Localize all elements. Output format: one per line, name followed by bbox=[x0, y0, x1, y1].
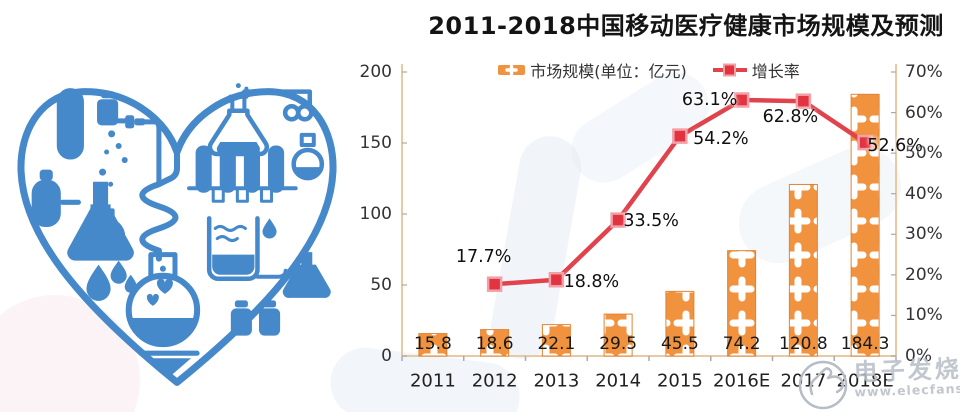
bar-value-label: 45.5 bbox=[660, 334, 699, 354]
round-flask-small-icon bbox=[291, 132, 325, 181]
beaker-icon bbox=[206, 216, 260, 282]
growth-rate-label: 54.2% bbox=[693, 129, 749, 150]
growth-rate-marker bbox=[857, 134, 873, 151]
x-axis-category-label: 2015 bbox=[656, 370, 703, 392]
right-axis-tick-label: 30% bbox=[905, 224, 943, 245]
erlenmeyer-flask-icon bbox=[67, 181, 134, 261]
line-legend-swatch-icon bbox=[712, 63, 747, 77]
right-axis-tick-label: 20% bbox=[905, 264, 943, 285]
x-axis-category-label: 2018E bbox=[836, 370, 894, 392]
bar-legend-swatch-icon bbox=[498, 64, 526, 76]
growth-rate-marker bbox=[733, 92, 750, 108]
tube-icon bbox=[255, 268, 288, 279]
bar-2011 bbox=[418, 333, 448, 357]
chart-legend: 市场规模(单位：亿元) 增长率 bbox=[402, 58, 896, 82]
bar-2015 bbox=[665, 290, 695, 357]
bar-value-label: 22.1 bbox=[537, 334, 576, 354]
bottle-icon bbox=[31, 169, 61, 227]
legend-label-market-size: 市场规模(单位：亿元) bbox=[530, 62, 687, 81]
bubble-dots-icon bbox=[99, 130, 128, 187]
x-axis-category-label: 2014 bbox=[595, 370, 642, 392]
jar-icon bbox=[97, 91, 119, 126]
small-jars-icon bbox=[230, 300, 281, 336]
bar-value-label: 18.6 bbox=[475, 334, 514, 354]
elecfans-watermark: 电子发烧友 www.elecfans.com bbox=[796, 353, 960, 412]
right-axis-tick-label: 50% bbox=[905, 143, 943, 164]
left-axis-tick-label: 0 bbox=[381, 346, 392, 366]
left-axis-tick-label: 50 bbox=[370, 275, 392, 295]
growth-rate-label: 17.7% bbox=[455, 247, 512, 268]
x-axis-category-label: 2017 bbox=[780, 370, 827, 392]
tube-icon bbox=[115, 118, 162, 187]
x-axis-category-label: 2016E bbox=[713, 370, 771, 392]
coil-icon bbox=[139, 151, 181, 262]
bar-2016E bbox=[727, 250, 757, 357]
bar-value-label: 15.8 bbox=[413, 334, 452, 354]
bar-2013 bbox=[541, 324, 571, 357]
test-tubes-icon bbox=[187, 145, 298, 203]
loops-icon bbox=[282, 103, 314, 122]
right-axis-tick-label: 60% bbox=[905, 102, 943, 123]
left-axis-tick-label: 100 bbox=[359, 204, 392, 224]
boiling-flask-icon bbox=[125, 252, 201, 348]
growth-rate-label: 52.6% bbox=[867, 135, 923, 156]
bar-value-label: 74.2 bbox=[722, 334, 761, 354]
droplet-icon bbox=[262, 218, 277, 239]
left-axis-tick-label: 150 bbox=[359, 133, 392, 153]
bar-2017 bbox=[788, 183, 818, 357]
bar-2012 bbox=[480, 329, 510, 357]
funnel-icon bbox=[138, 350, 200, 378]
pill-capsule-icon bbox=[56, 88, 84, 160]
right-axis-tick-label: 70% bbox=[905, 62, 943, 82]
bar-2014 bbox=[603, 313, 633, 357]
elecfans-logo-icon bbox=[798, 360, 848, 410]
medical-lab-heart-illustration bbox=[17, 83, 337, 386]
legend-item-market-size: 市场规模(单位：亿元) bbox=[498, 58, 687, 82]
right-axis-tick-label: 10% bbox=[905, 305, 943, 326]
droplets-icon bbox=[86, 260, 137, 301]
growth-rate-marker bbox=[548, 271, 565, 288]
growth-rate-marker bbox=[672, 128, 688, 144]
growth-rate-label: 63.1% bbox=[681, 89, 738, 110]
growth-rate-marker bbox=[795, 93, 812, 109]
left-axis-tick-label: 200 bbox=[359, 62, 392, 82]
chart-title: 2011-2018中国移动医疗健康市场规模及预测 bbox=[428, 12, 944, 40]
x-axis-category-label: 2013 bbox=[533, 370, 580, 392]
growth-rate-label: 18.8% bbox=[563, 271, 620, 292]
bar-value-label: 120.8 bbox=[779, 334, 828, 354]
right-axis-tick-label: 40% bbox=[905, 183, 943, 204]
growth-rate-label: 33.5% bbox=[623, 211, 679, 232]
bar-value-label: 29.5 bbox=[599, 334, 638, 354]
bar-value-label: 184.3 bbox=[840, 334, 890, 354]
x-axis-category-label: 2011 bbox=[409, 370, 456, 392]
growth-rate-marker bbox=[486, 276, 503, 292]
tube-icon bbox=[242, 89, 313, 108]
legend-item-growth-rate: 增长率 bbox=[712, 58, 800, 82]
watermark-brand: 电子发烧友 bbox=[853, 353, 960, 387]
x-axis-category-label: 2012 bbox=[471, 370, 518, 392]
growth-rate-label: 62.8% bbox=[762, 107, 819, 128]
right-axis-tick-label: 0% bbox=[905, 346, 932, 366]
growth-rate-marker bbox=[610, 212, 626, 228]
watermark-url: www.elecfans.com bbox=[854, 379, 960, 400]
legend-label-growth-rate: 增长率 bbox=[751, 62, 800, 81]
erlenmeyer-filled-icon bbox=[282, 252, 331, 298]
